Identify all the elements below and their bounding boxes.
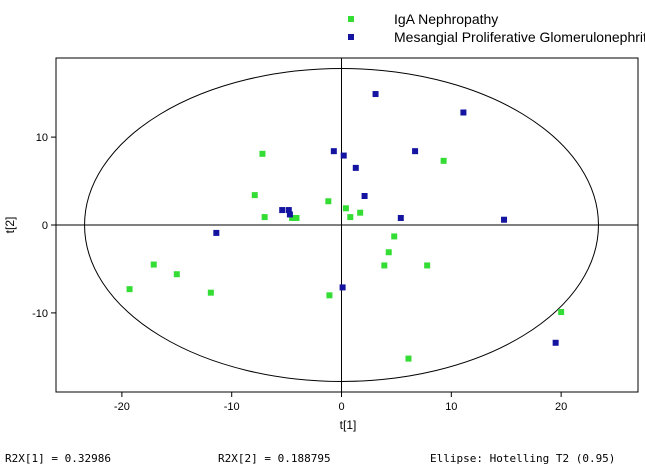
x-tick-label: 20 (555, 401, 567, 413)
data-point-mpgn (412, 148, 419, 155)
y-axis-ticks: -10 0 10 (32, 132, 56, 320)
data-point-mpgn (339, 284, 346, 291)
data-point-iga (259, 150, 266, 157)
x-tick-label: -20 (114, 401, 130, 413)
legend-swatch-iga (348, 16, 354, 22)
y-tick-label: -10 (32, 308, 48, 320)
data-point-iga (391, 233, 398, 240)
data-point-mpgn (285, 207, 292, 214)
footer-ellipse-note: Ellipse: Hotelling T2 (0.95) (430, 452, 616, 465)
data-points (126, 91, 565, 362)
data-point-iga (405, 355, 412, 362)
data-point-mpgn (361, 192, 368, 199)
x-tick-label: -10 (224, 401, 240, 413)
data-point-mpgn (501, 216, 508, 223)
data-point-iga (289, 214, 296, 221)
x-tick-label: 10 (445, 401, 457, 413)
data-point-iga (207, 289, 214, 296)
data-point-iga (424, 262, 431, 269)
data-point-iga (326, 292, 333, 299)
y-axis-label: t[2] (3, 217, 17, 234)
legend-item-mpgn: Mesangial Proliferative Glomerulonephrit… (348, 28, 645, 46)
data-point-mpgn (213, 229, 220, 236)
data-point-mpgn (397, 214, 404, 221)
data-point-iga (558, 309, 565, 316)
legend-label-mpgn: Mesangial Proliferative Glomerulonephrit… (394, 29, 645, 45)
data-point-iga (261, 214, 268, 221)
legend-label-iga: IgA Nephropathy (394, 11, 499, 27)
hotelling-ellipse (84, 68, 599, 382)
data-point-iga (251, 192, 258, 199)
y-tick-label: 0 (42, 220, 48, 232)
data-point-iga (126, 286, 133, 293)
y-tick-label: 10 (36, 132, 48, 144)
x-axis-ticks: -20 -10 0 10 20 (114, 392, 567, 413)
data-point-iga (385, 249, 392, 256)
legend-swatch-mpgn (348, 34, 354, 40)
data-point-mpgn (552, 339, 559, 346)
data-point-iga (381, 262, 388, 269)
data-point-iga (342, 205, 349, 212)
data-point-mpgn (330, 148, 337, 155)
data-point-mpgn (340, 152, 347, 159)
data-point-mpgn (372, 91, 379, 98)
data-point-iga (325, 198, 332, 205)
data-point-iga (357, 209, 364, 216)
data-point-mpgn (352, 164, 359, 171)
x-tick-label: 0 (338, 401, 344, 413)
data-point-iga (150, 261, 157, 268)
data-point-mpgn (286, 211, 293, 218)
data-point-iga (173, 271, 180, 278)
legend-item-iga: IgA Nephropathy (348, 10, 498, 28)
data-point-mpgn (279, 207, 286, 214)
footer-r2x1: R2X[1] = 0.32986 (5, 452, 111, 465)
data-point-iga (293, 214, 300, 221)
footer-r2x2: R2X[2] = 0.188795 (218, 452, 331, 465)
data-point-mpgn (460, 109, 467, 116)
data-point-iga (440, 157, 447, 164)
x-axis-label: t[1] (340, 418, 357, 432)
data-point-iga (347, 214, 354, 221)
